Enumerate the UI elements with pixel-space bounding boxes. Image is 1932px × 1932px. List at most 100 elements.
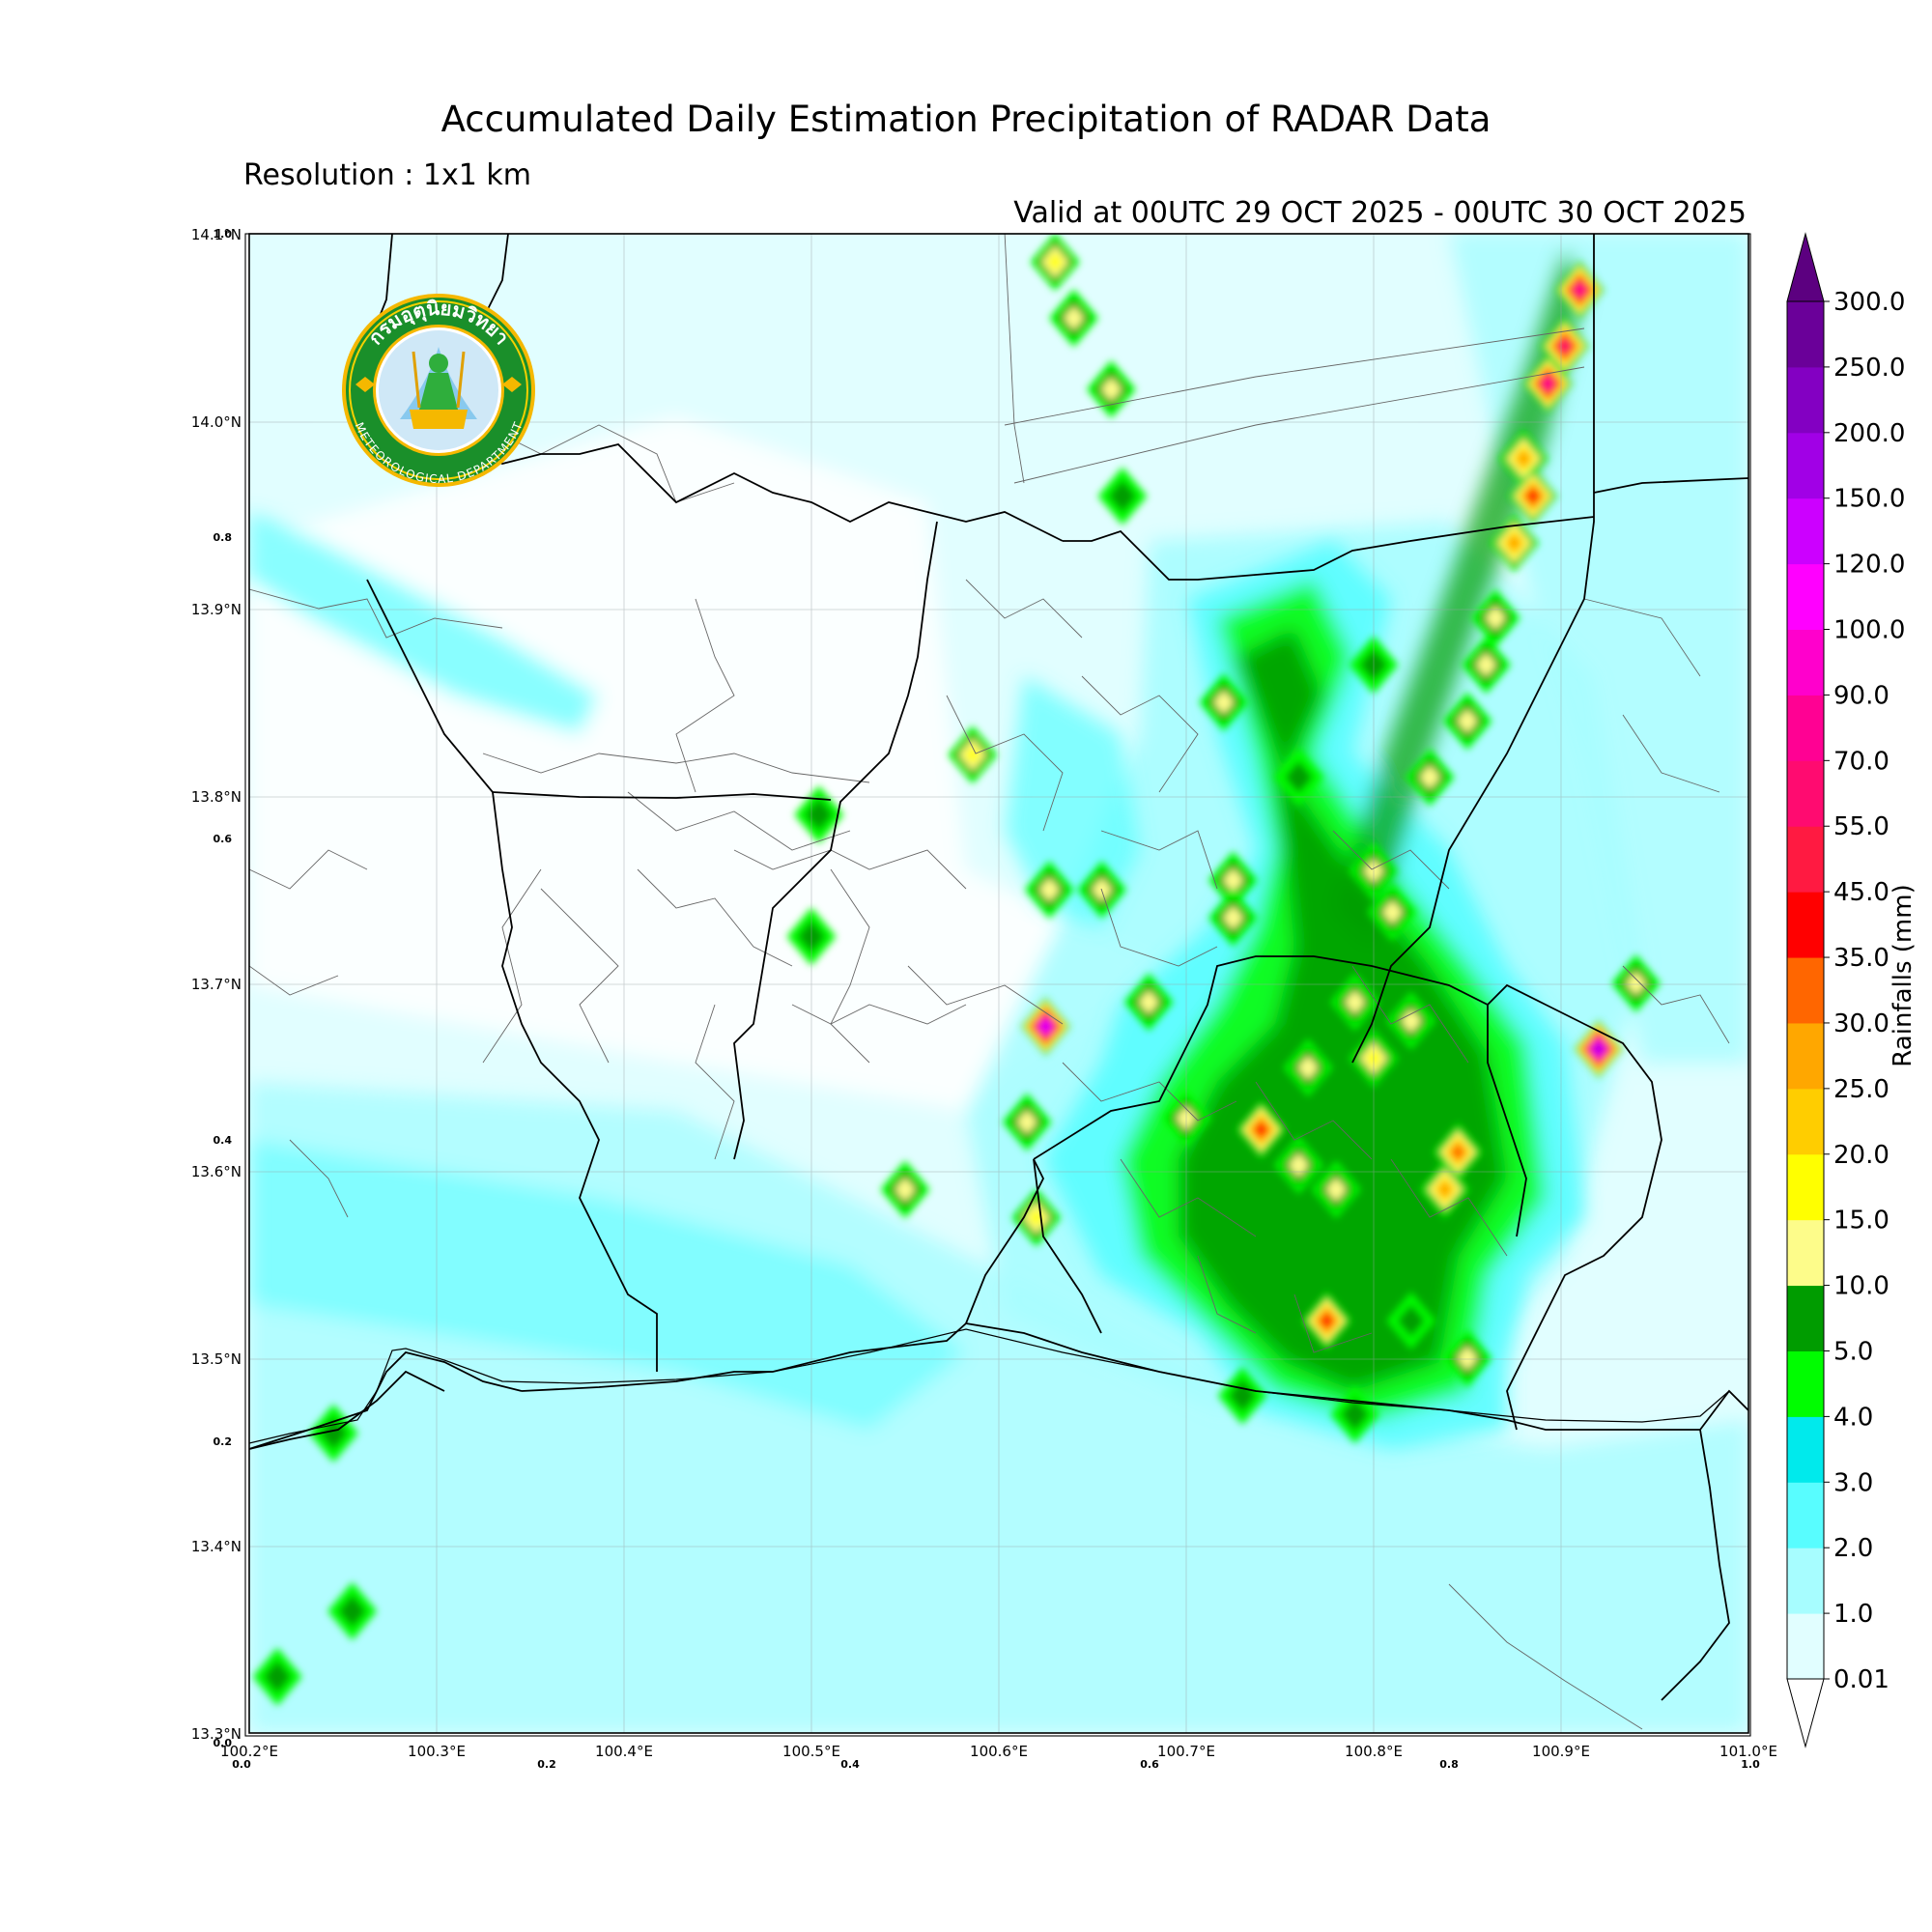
colorbar-tick-label: 90.0 — [1833, 681, 1889, 710]
rain-cell-core — [1481, 660, 1492, 670]
colorbar-tick-label: 30.0 — [1833, 1009, 1889, 1038]
colorbar-tick-label: 20.0 — [1833, 1141, 1889, 1170]
inner-left-label: 0.4 — [213, 1134, 233, 1147]
colorbar-extend-low — [1786, 1678, 1825, 1748]
lat-label: 13.3°N — [191, 1725, 242, 1743]
inner-left-label: 1.0 — [213, 228, 233, 241]
colorbar-bin — [1787, 301, 1824, 368]
rain-cell-core — [1331, 1184, 1342, 1195]
colorbar: 0.01 1.0 2.0 3.0 4.0 5.0 10.0 15.0 20.0 25.0 30.0 3… — [1786, 232, 1905, 1748]
colorbar-bin — [1787, 695, 1824, 761]
colorbar-bin — [1787, 892, 1824, 958]
inner-bottom-label: 1.0 — [1741, 1758, 1760, 1771]
inner-frame — [244, 233, 1751, 1737]
rain-cell-core — [1068, 313, 1079, 324]
inner-left-label: 0.2 — [213, 1435, 233, 1448]
lon-label: 100.4°E — [595, 1743, 653, 1760]
rain-cell-core — [1519, 453, 1529, 464]
colorbar-bin — [1787, 1088, 1824, 1155]
rain-cell-core — [1106, 384, 1117, 395]
colorbar-bin — [1787, 957, 1824, 1024]
rain-cell-core — [1527, 491, 1538, 501]
rain-cell-core — [272, 1671, 283, 1682]
colorbar-bin — [1787, 1153, 1824, 1221]
lat-label: 13.6°N — [191, 1163, 242, 1180]
lon-label: 100.3°E — [408, 1743, 466, 1760]
colorbar-bin — [1787, 1285, 1824, 1351]
lon-label: 100.8°E — [1345, 1743, 1403, 1760]
rain-cell-core — [1509, 538, 1520, 549]
colorbar-tick-label: 2.0 — [1833, 1534, 1873, 1563]
colorbar-tick-label: 35.0 — [1833, 944, 1889, 973]
rain-cell-core — [1575, 285, 1585, 296]
rain-cell-core — [1406, 1316, 1416, 1326]
rain-cell-core — [1439, 1184, 1450, 1195]
inner-bottom-label: 0.0 — [232, 1758, 251, 1771]
colorbar-tick-label: 150.0 — [1833, 485, 1905, 514]
colorbar-bin — [1787, 760, 1824, 827]
colorbar-bin — [1787, 1613, 1824, 1680]
district-boundaries — [249, 234, 1730, 1730]
rain-cell-core — [1228, 913, 1238, 923]
inner-left-labels: 1.0 0.8 0.6 0.4 0.2 0.0 — [213, 228, 233, 1749]
colorbar-bin — [1787, 1548, 1824, 1614]
rain-cell-core — [1031, 1212, 1041, 1223]
lon-label: 100.6°E — [970, 1743, 1028, 1760]
lat-label: 13.5°N — [191, 1350, 242, 1368]
colorbar-bin — [1787, 497, 1824, 565]
lon-label: 100.9°E — [1532, 1743, 1590, 1760]
inner-bottom-label: 0.4 — [840, 1758, 860, 1771]
rain-cell-core — [1559, 341, 1570, 352]
colorbar-bin — [1787, 366, 1824, 434]
lon-label: 101.0°E — [1719, 1743, 1777, 1760]
colorbar-tick-label: 100.0 — [1833, 616, 1905, 645]
rain-cell-core — [1237, 1390, 1248, 1401]
colorbar-tick-label: 5.0 — [1833, 1337, 1873, 1366]
colorbar-bin — [1787, 826, 1824, 893]
colorbar-tick-label: 25.0 — [1833, 1075, 1889, 1104]
colorbar-tick-label: 45.0 — [1833, 878, 1889, 907]
inner-bottom-label: 0.6 — [1140, 1758, 1159, 1771]
colorbar-bin — [1787, 1416, 1824, 1483]
inner-bottom-label: 0.2 — [537, 1758, 556, 1771]
rain-cell-core — [1218, 697, 1229, 707]
colorbar-bin — [1787, 1219, 1824, 1287]
colorbar-bin — [1787, 629, 1824, 696]
colorbar-bin — [1787, 1482, 1824, 1548]
rain-cell-core — [1350, 1409, 1360, 1420]
colorbar-label: Rainfalls (mm) — [1889, 884, 1918, 1066]
lon-labels: 100.2°E 100.3°E 100.4°E 100.5°E 100.6°E … — [220, 1743, 1777, 1760]
valid-time-label: Valid at 00UTC 29 OCT 2025 - 00UTC 30 OC… — [1013, 196, 1747, 230]
inner-bottom-label: 0.8 — [1439, 1758, 1459, 1771]
lat-label: 13.9°N — [191, 601, 242, 618]
rain-cell-core — [1491, 612, 1501, 623]
rain-cell-core — [1387, 907, 1398, 918]
inner-left-label: 0.8 — [213, 531, 233, 544]
rain-cell-core — [1463, 1353, 1472, 1363]
rain-cell-core — [1631, 979, 1641, 988]
lat-label: 14.0°N — [191, 413, 242, 431]
rain-cell-core — [1293, 772, 1304, 782]
tmd-logo: กรมอุตุนิยมวิทยา METEOROLOGICAL DEPARTME… — [342, 294, 535, 487]
rain-cell-core — [1118, 491, 1128, 501]
lat-label: 14.1°N — [191, 226, 242, 243]
inner-left-label: 0.0 — [213, 1737, 233, 1749]
precip-cells — [252, 234, 1662, 1706]
rain-cell-core — [347, 1605, 357, 1616]
colorbar-tick-label: 1.0 — [1833, 1600, 1873, 1629]
colorbar-tick-label: 15.0 — [1833, 1207, 1889, 1236]
rain-cell-core — [1040, 1021, 1051, 1032]
lat-labels: 14.1°N 14.0°N 13.9°N 13.8°N 13.7°N 13.6°… — [191, 226, 242, 1743]
rain-cell-core — [967, 750, 978, 760]
rain-cell-core — [1044, 885, 1055, 895]
lon-label: 100.2°E — [220, 1743, 278, 1760]
colorbar-tick-label: 250.0 — [1833, 354, 1905, 383]
colorbar-tick-label: 4.0 — [1833, 1403, 1873, 1432]
lat-label: 13.4°N — [191, 1538, 242, 1555]
rain-cell-core — [1350, 997, 1360, 1008]
colorbar-bin — [1787, 563, 1824, 631]
colorbar-bin — [1787, 1022, 1824, 1090]
colorbar-tick-label: 200.0 — [1833, 419, 1905, 448]
inner-bottom-labels: 0.0 0.2 0.4 0.6 0.8 1.0 — [232, 1758, 1760, 1771]
